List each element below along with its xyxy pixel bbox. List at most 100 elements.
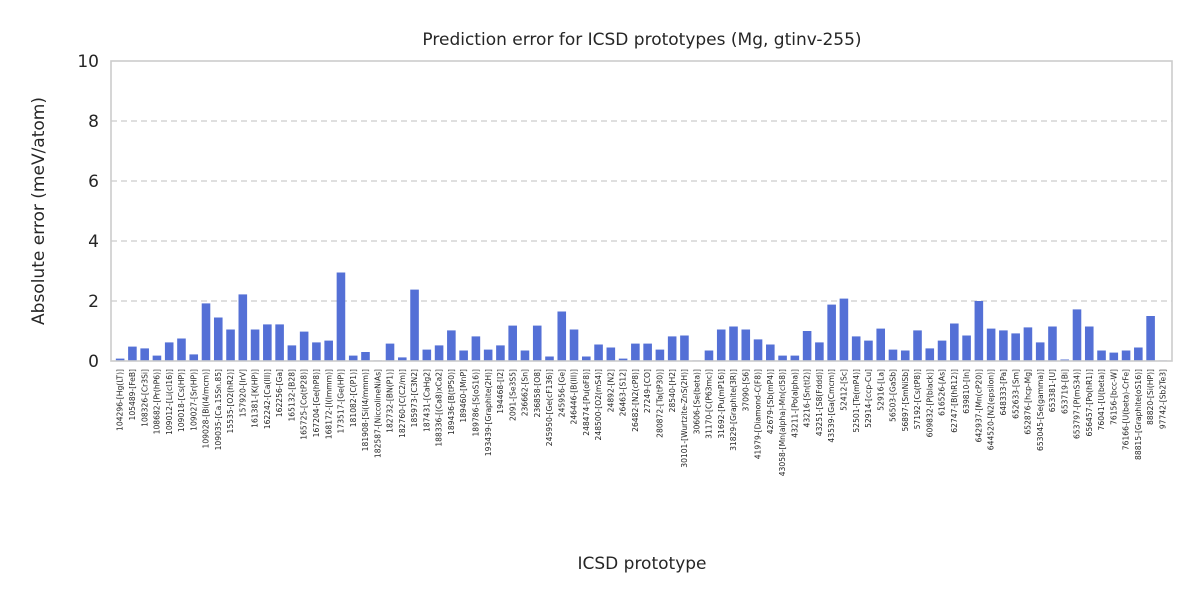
bar — [140, 348, 149, 361]
x-tick-label: 188336-[(Ca8)xCa2] — [435, 369, 444, 447]
x-tick-label: 52501-[Te(mP4)] — [852, 369, 861, 433]
bar — [925, 348, 935, 361]
bar — [729, 326, 738, 361]
x-tick-label: 187431-[CaHg2] — [422, 369, 431, 432]
x-tick-label: 236662-[Sn] — [521, 369, 530, 416]
x-tick-label: 52916-[La] — [876, 369, 885, 411]
x-tick-label: 62747-[B(hR12)] — [950, 369, 959, 433]
bar — [312, 342, 321, 361]
x-tick-label: 28540-[H2] — [668, 369, 677, 412]
chart-title: Prediction error for ICSD prototypes (Mg… — [422, 30, 861, 50]
bars — [115, 272, 1168, 361]
bar — [900, 350, 910, 361]
bar — [716, 329, 726, 361]
y-tick-label: 2 — [88, 292, 99, 312]
x-tick-label: 105489-[FeB] — [128, 369, 137, 421]
bar — [250, 329, 260, 361]
x-tick-label: 642937-[Mn(cP20)] — [974, 369, 983, 442]
x-tick-label: 57192-[Cs(tP8)] — [913, 369, 922, 429]
x-tick-label: 157920-[IrV] — [238, 369, 247, 417]
x-tick-label: 161381-[K(HP)] — [251, 369, 260, 428]
x-tick-label: 43058-[Mn(alpha)-Mn(cI58)] — [778, 369, 787, 476]
bar — [680, 335, 689, 361]
y-tick-label: 8 — [88, 112, 99, 132]
bar — [582, 356, 591, 361]
x-tick-label: 30606-[Se(beta)] — [692, 369, 701, 434]
x-tick-label: 248474-[Pu(oF8)] — [582, 369, 591, 436]
bar — [741, 329, 751, 361]
bar — [164, 342, 174, 361]
x-tick-labels: 104296-[Hg(LT)] 105489-[FeB] 108326-[Cr3Si… — [116, 369, 1168, 476]
x-tick-label: 652876-[hcp-Mg] — [1024, 369, 1033, 435]
bar — [876, 328, 886, 361]
bar — [962, 335, 971, 361]
bar — [189, 354, 199, 361]
x-tick-label: 165132-[B28] — [287, 369, 296, 422]
x-tick-label: 31829-[Graphite(3R)] — [729, 369, 738, 451]
bar — [226, 329, 235, 361]
bar — [263, 324, 272, 361]
x-tick-label: 88815-[Graphite(oS16)] — [1134, 369, 1143, 460]
x-tick-label: 104296-[Hg(LT)] — [116, 369, 125, 431]
bar — [631, 343, 640, 361]
x-tick-label: 162242-[Ca(III)] — [263, 369, 272, 429]
bar — [986, 328, 996, 361]
bar — [520, 350, 530, 361]
bar — [1011, 333, 1020, 361]
bar — [361, 352, 370, 361]
x-tick-label: 43211-[Po(alpha)] — [790, 369, 799, 438]
bar — [1035, 342, 1045, 361]
x-tick-label: 653045-[Se(gamma)] — [1036, 369, 1045, 451]
x-tick-label: 26482-[N2(cP8)] — [631, 369, 640, 432]
x-tick-label: 189786-[S(oS16)] — [471, 369, 480, 437]
x-tick-label: 108682-[Pr(hP6)] — [153, 369, 162, 434]
bar — [177, 338, 186, 361]
y-tick-label: 0 — [88, 352, 99, 372]
bar — [238, 294, 248, 361]
x-tick-label: 189436-[B(tP50)] — [447, 369, 456, 435]
x-axis-label: ICSD prototype — [577, 554, 706, 574]
plot-frame — [110, 60, 1173, 362]
bar — [1121, 350, 1131, 361]
x-tick-label: 56897-[SmNiSb] — [901, 369, 910, 432]
x-tick-label: 193439-[Graphite(2H)] — [484, 369, 493, 456]
bar — [213, 317, 223, 361]
x-tick-label: 194468-[I2] — [496, 369, 505, 414]
x-tick-label: 236858-[O8] — [533, 369, 542, 417]
x-tick-label: 280872-[Ta(tP30)] — [656, 369, 665, 438]
bar — [594, 344, 603, 361]
bar — [888, 349, 898, 361]
x-tick-label: 245956-[Ge] — [557, 369, 566, 417]
x-tick-label: 2091-[Se3S5] — [508, 369, 517, 421]
x-tick-label: 88820-[Si(HP)] — [1146, 369, 1155, 425]
bar — [496, 345, 505, 361]
x-tick-label: 76041-[U(beta)] — [1097, 369, 1106, 430]
bar — [1097, 350, 1106, 361]
bar — [618, 358, 628, 361]
bar — [667, 336, 677, 361]
bar — [827, 304, 836, 361]
x-tick-label: 182732-[BN(P1)] — [386, 369, 395, 433]
bar — [643, 343, 652, 361]
bar — [1109, 352, 1119, 361]
bar — [508, 325, 517, 361]
bar — [704, 350, 714, 361]
x-tick-label: 653797-[P(mS34)] — [1073, 369, 1082, 439]
x-tick-label: 76166-[U(beta)-CrFe] — [1122, 369, 1131, 450]
x-tick-label: 652633-[Sm] — [1011, 369, 1020, 419]
x-tick-label: 181082-[C(P1)] — [349, 369, 358, 427]
x-tick-label: 165725-[Co(tP28)] — [300, 369, 309, 440]
x-tick-label: 653719-[Bi] — [1060, 369, 1069, 414]
x-tick-label: 648333-[Pa] — [999, 369, 1008, 416]
x-tick-label: 37090-[S6] — [741, 369, 750, 412]
bar — [1048, 326, 1057, 361]
bar — [1072, 309, 1082, 361]
y-axis-label: Absolute error (meV/atom) — [29, 97, 49, 325]
bar — [410, 289, 419, 361]
bar — [864, 340, 873, 361]
bar — [201, 303, 211, 361]
bar — [802, 331, 812, 361]
x-tick-label: 639810-[In] — [962, 369, 971, 414]
bar — [778, 355, 787, 361]
